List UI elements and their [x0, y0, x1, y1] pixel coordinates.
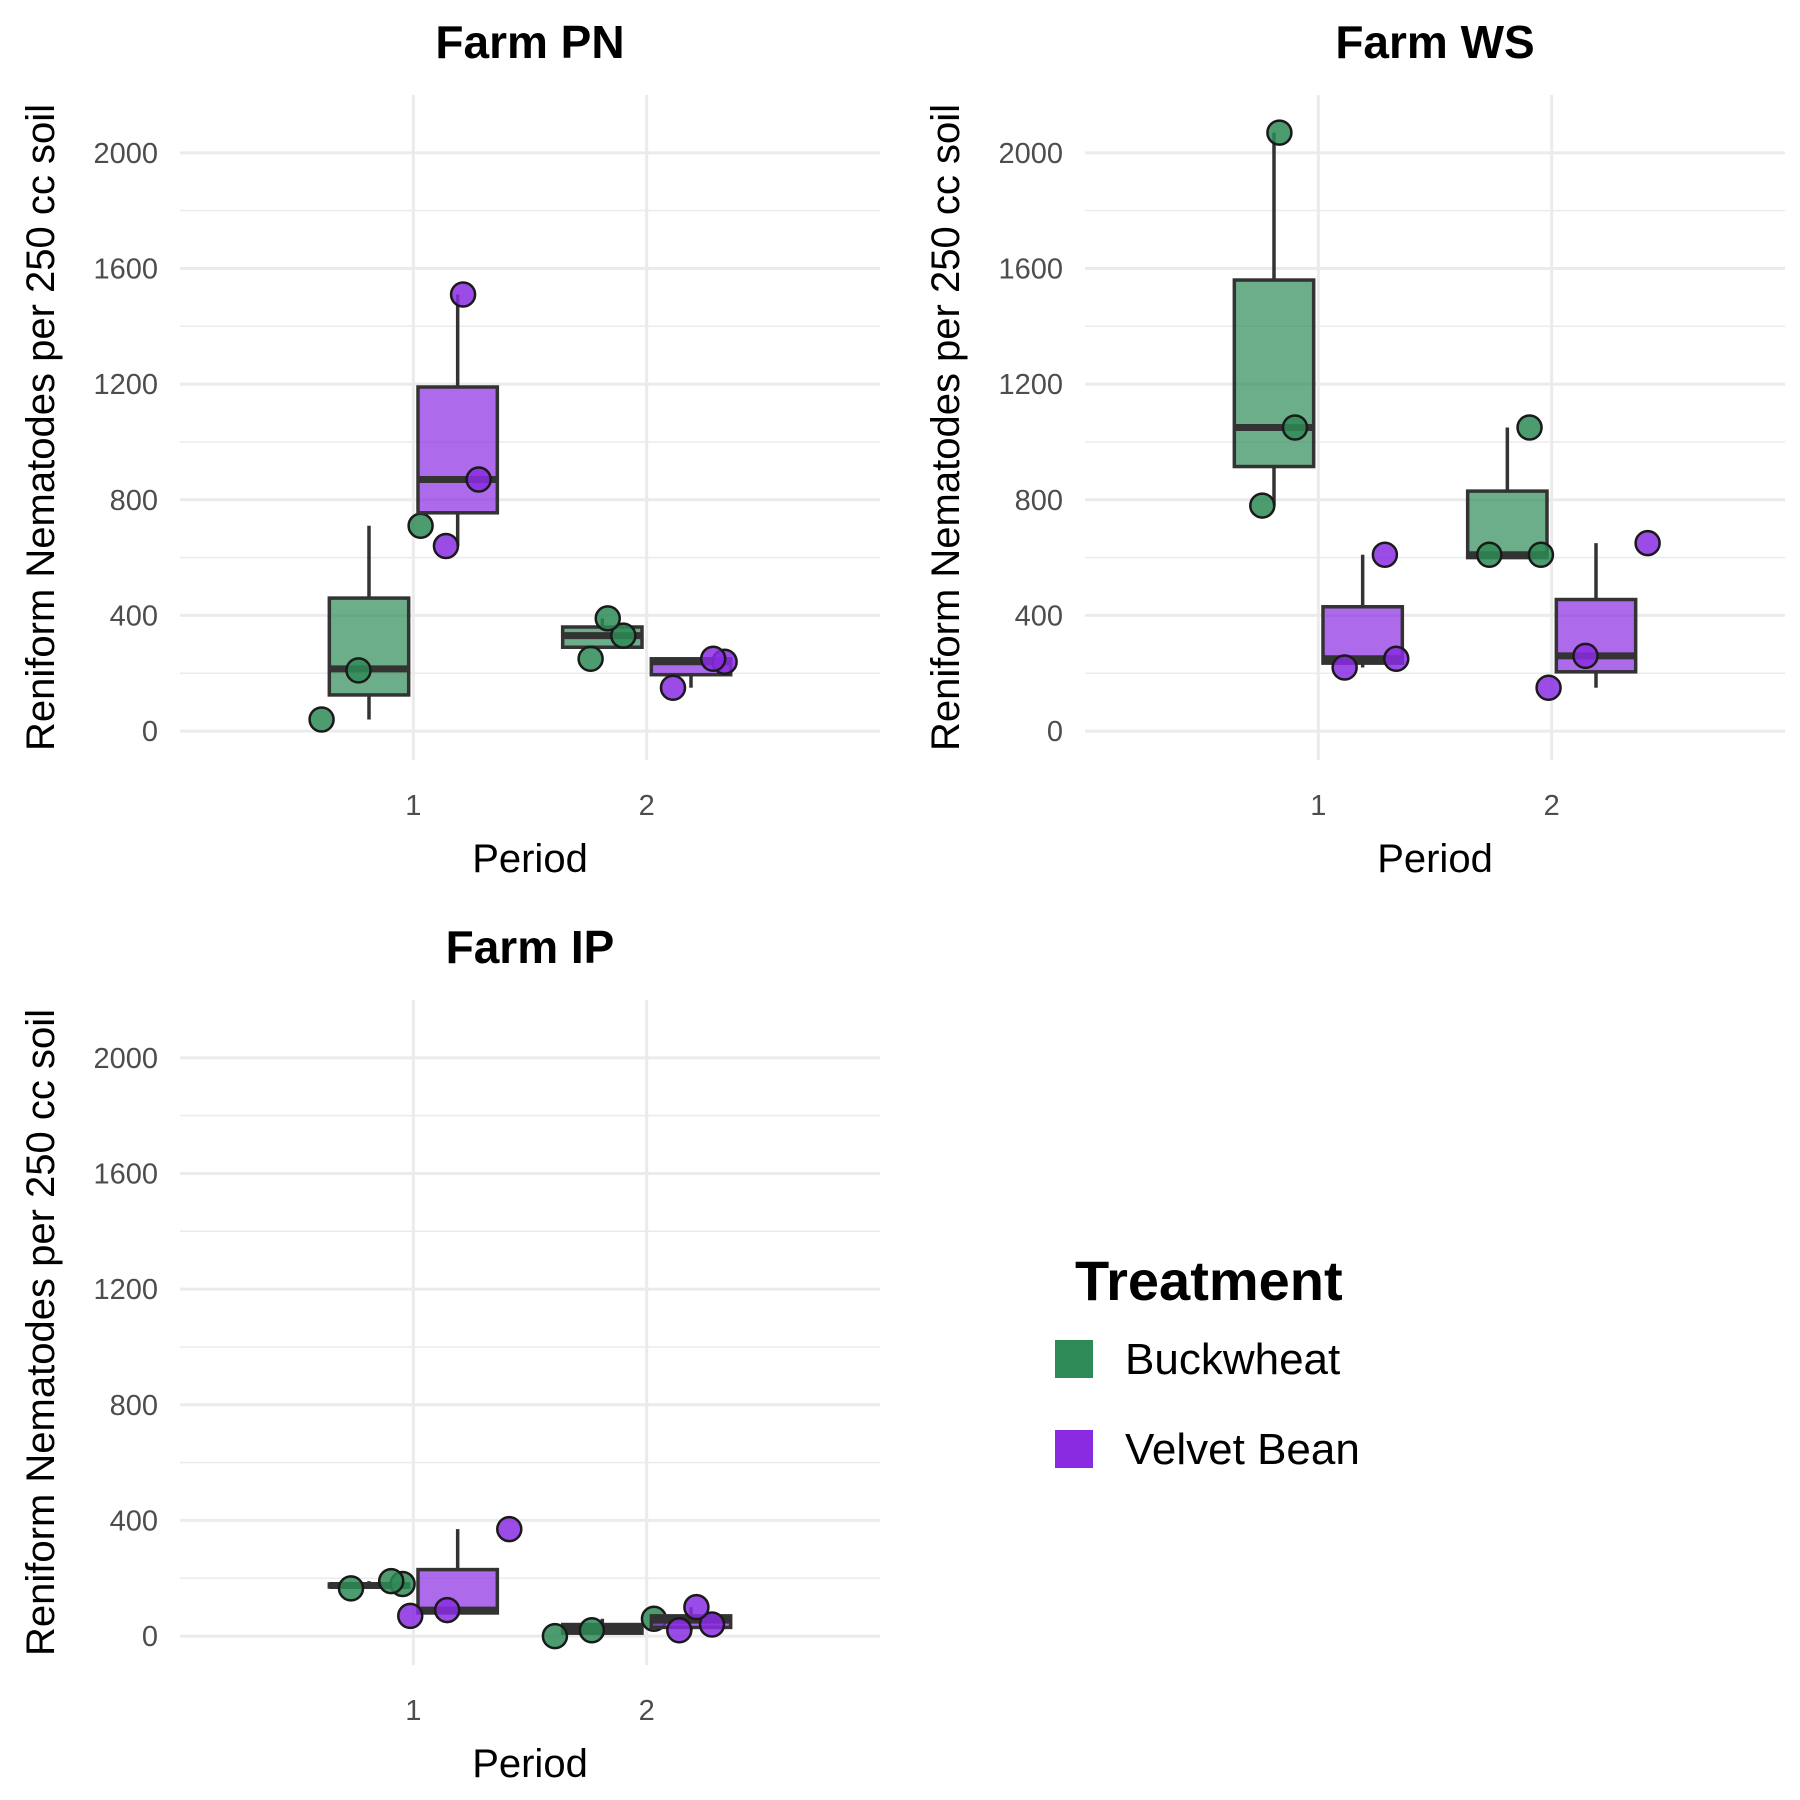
- data-point-velvet-bean: [1371, 541, 1399, 568]
- data-point-velvet-bean: [698, 1611, 726, 1638]
- y-tick-label: 0: [142, 1621, 158, 1653]
- y-tick-label: 1200: [93, 369, 158, 401]
- y-tick-label: 1600: [93, 253, 158, 285]
- legend: Treatment Buckwheat Velvet Bean: [1055, 1249, 1360, 1474]
- data-point-velvet-bean: [496, 1515, 523, 1543]
- data-point-buckwheat: [345, 657, 372, 684]
- y-tick-label: 1600: [93, 1158, 158, 1190]
- panel-title: Farm PN: [435, 16, 624, 68]
- box-velvet-bean-period-2: [649, 1593, 733, 1644]
- legend-label-velvet-bean: Velvet Bean: [1125, 1425, 1360, 1474]
- y-tick-label: 2000: [93, 138, 158, 170]
- data-point-velvet-bean: [397, 1602, 424, 1630]
- panel-farm-ip: 0 400 800 1200 1600 2000 1 2 Farm IP Period Renifo…: [19, 921, 880, 1786]
- data-point-buckwheat: [594, 605, 621, 632]
- data-point-buckwheat: [610, 622, 637, 649]
- x-tick-label: 2: [1544, 790, 1560, 822]
- panel-farm-pn: 0 400 800 1200 1600 2000 1 2 Farm PN Period Renifo…: [19, 16, 880, 881]
- box-velvet-bean-period-1: [416, 281, 500, 560]
- data-point-buckwheat: [541, 1622, 569, 1650]
- data-point-buckwheat: [1527, 541, 1555, 568]
- y-axis-title: Reniform Nematodes per 250 cc soil: [924, 104, 968, 751]
- data-point-velvet-bean: [1331, 654, 1358, 681]
- box-buckwheat-period-1: [1232, 119, 1316, 519]
- x-axis-title: Period: [1377, 837, 1493, 881]
- y-tick-label: 2000: [998, 138, 1063, 170]
- y-tick-label: 400: [110, 1505, 158, 1537]
- y-tick-label: 400: [110, 600, 158, 632]
- y-tick-label: 400: [1015, 600, 1063, 632]
- box-buckwheat-period-1: [308, 512, 434, 733]
- data-point-buckwheat: [577, 645, 604, 673]
- legend-label-buckwheat: Buckwheat: [1125, 1335, 1340, 1384]
- x-tick-label: 2: [639, 790, 655, 822]
- data-point-velvet-bean: [449, 281, 477, 308]
- panel-title: Farm WS: [1335, 16, 1534, 68]
- data-point-velvet-bean: [433, 1596, 461, 1624]
- panel-title: Farm IP: [446, 921, 615, 973]
- data-point-velvet-bean: [699, 645, 727, 673]
- data-point-velvet-bean: [1383, 645, 1410, 673]
- data-point-buckwheat: [1516, 414, 1543, 441]
- data-point-velvet-bean: [666, 1617, 693, 1644]
- data-point-buckwheat: [1249, 492, 1276, 519]
- data-point-velvet-bean: [1535, 674, 1562, 701]
- data-point-buckwheat: [308, 706, 335, 733]
- x-tick-label: 1: [405, 790, 421, 822]
- x-axis-title: Period: [472, 837, 588, 881]
- data-point-velvet-bean: [683, 1593, 710, 1621]
- data-point-buckwheat: [407, 512, 434, 540]
- y-tick-label: 0: [1047, 716, 1063, 748]
- x-tick-label: 1: [1310, 790, 1326, 822]
- data-point-velvet-bean: [1572, 642, 1599, 670]
- y-tick-label: 0: [142, 716, 158, 748]
- legend-title: Treatment: [1075, 1249, 1343, 1312]
- y-tick-label: 1200: [93, 1274, 158, 1306]
- box-iqr: [416, 385, 500, 515]
- y-axis-title: Reniform Nematodes per 250 cc soil: [19, 1009, 63, 1656]
- data-point-buckwheat: [578, 1617, 606, 1644]
- data-point-buckwheat: [377, 1567, 405, 1595]
- data-point-velvet-bean: [659, 674, 687, 701]
- x-axis-title: Period: [472, 1742, 588, 1786]
- box-buckwheat-period-1: [327, 1567, 416, 1602]
- x-tick-label: 2: [639, 1695, 655, 1727]
- legend-swatch-buckwheat: [1055, 1340, 1093, 1378]
- y-axis-title: Reniform Nematodes per 250 cc soil: [19, 104, 63, 751]
- box-velvet-bean-period-1: [1321, 541, 1410, 681]
- y-tick-label: 1600: [998, 253, 1063, 285]
- y-tick-label: 1200: [998, 369, 1063, 401]
- data-point-velvet-bean: [1634, 529, 1661, 557]
- data-point-velvet-bean: [432, 532, 460, 560]
- x-tick-label: 1: [405, 1695, 421, 1727]
- data-point-buckwheat: [1281, 414, 1309, 441]
- box-velvet-bean-period-2: [649, 645, 738, 701]
- y-tick-label: 800: [110, 485, 158, 517]
- y-tick-label: 800: [110, 1390, 158, 1422]
- y-tick-label: 800: [1015, 485, 1063, 517]
- data-point-velvet-bean: [465, 466, 492, 493]
- box-buckwheat-period-2: [1465, 414, 1555, 568]
- y-tick-label: 2000: [93, 1043, 158, 1075]
- panel-farm-ws: 0 400 800 1200 1600 2000 1 2 Farm WS Period Renifo…: [924, 16, 1785, 881]
- data-point-buckwheat: [1266, 119, 1293, 146]
- data-point-buckwheat: [337, 1575, 365, 1602]
- data-point-buckwheat: [1476, 541, 1503, 568]
- box-velvet-bean-period-2: [1535, 529, 1661, 701]
- box-velvet-bean-period-1: [397, 1515, 523, 1630]
- box-iqr: [327, 596, 411, 697]
- box-buckwheat-period-2: [560, 605, 644, 673]
- legend-swatch-velvet-bean: [1055, 1430, 1093, 1468]
